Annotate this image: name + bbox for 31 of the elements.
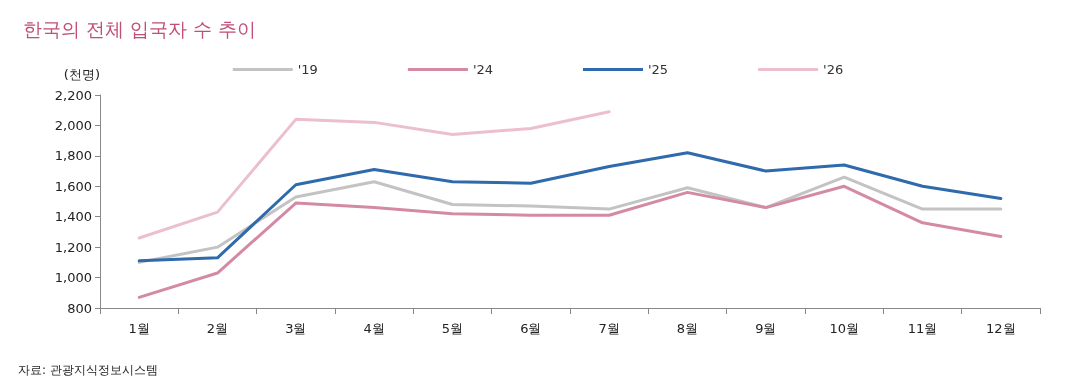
legend-label: '24 (472, 62, 494, 77)
y-tick-label: 1,800 (54, 148, 92, 164)
x-tick-label: 8월 (676, 321, 699, 336)
y-tick-label: 1,400 (54, 209, 92, 225)
line-series (137, 110, 611, 240)
x-tick-label: 12월 (986, 321, 1016, 336)
x-tick-label: 11월 (907, 321, 938, 336)
x-tick-label: 4월 (363, 321, 385, 336)
x-tick-label: 6월 (520, 321, 542, 336)
x-tick-label: 1월 (128, 321, 150, 336)
x-tick-label: 9월 (755, 321, 777, 336)
text: 자료: 관광지식정보시스템 (18, 363, 158, 377)
y-tick-label: 1,600 (54, 178, 92, 194)
x-tick-label: 2월 (206, 321, 229, 336)
y-tick-label: 800 (67, 300, 92, 316)
y-tick-label: 2,000 (54, 117, 92, 133)
y-tick-label: 1,200 (54, 239, 92, 255)
y-axis-title: (천명) (63, 67, 100, 82)
chart-title: 한국의 전체 입국자 수 추이 (23, 17, 257, 40)
legend-label: '19 (297, 62, 318, 77)
line-series (137, 175, 1003, 264)
x-tick-label: 10월 (829, 321, 859, 336)
x-tick-label: 7월 (598, 321, 620, 336)
line-series (137, 151, 1003, 263)
x-tick-label: 5월 (441, 321, 464, 336)
y-tick-label: 2,200 (54, 87, 92, 103)
legend-label: '25 (648, 62, 669, 77)
x-tick-label: 3월 (285, 321, 307, 336)
y-tick-label: 1,000 (54, 270, 92, 286)
legend-label: '26 (823, 62, 844, 77)
line-series (137, 184, 1003, 299)
